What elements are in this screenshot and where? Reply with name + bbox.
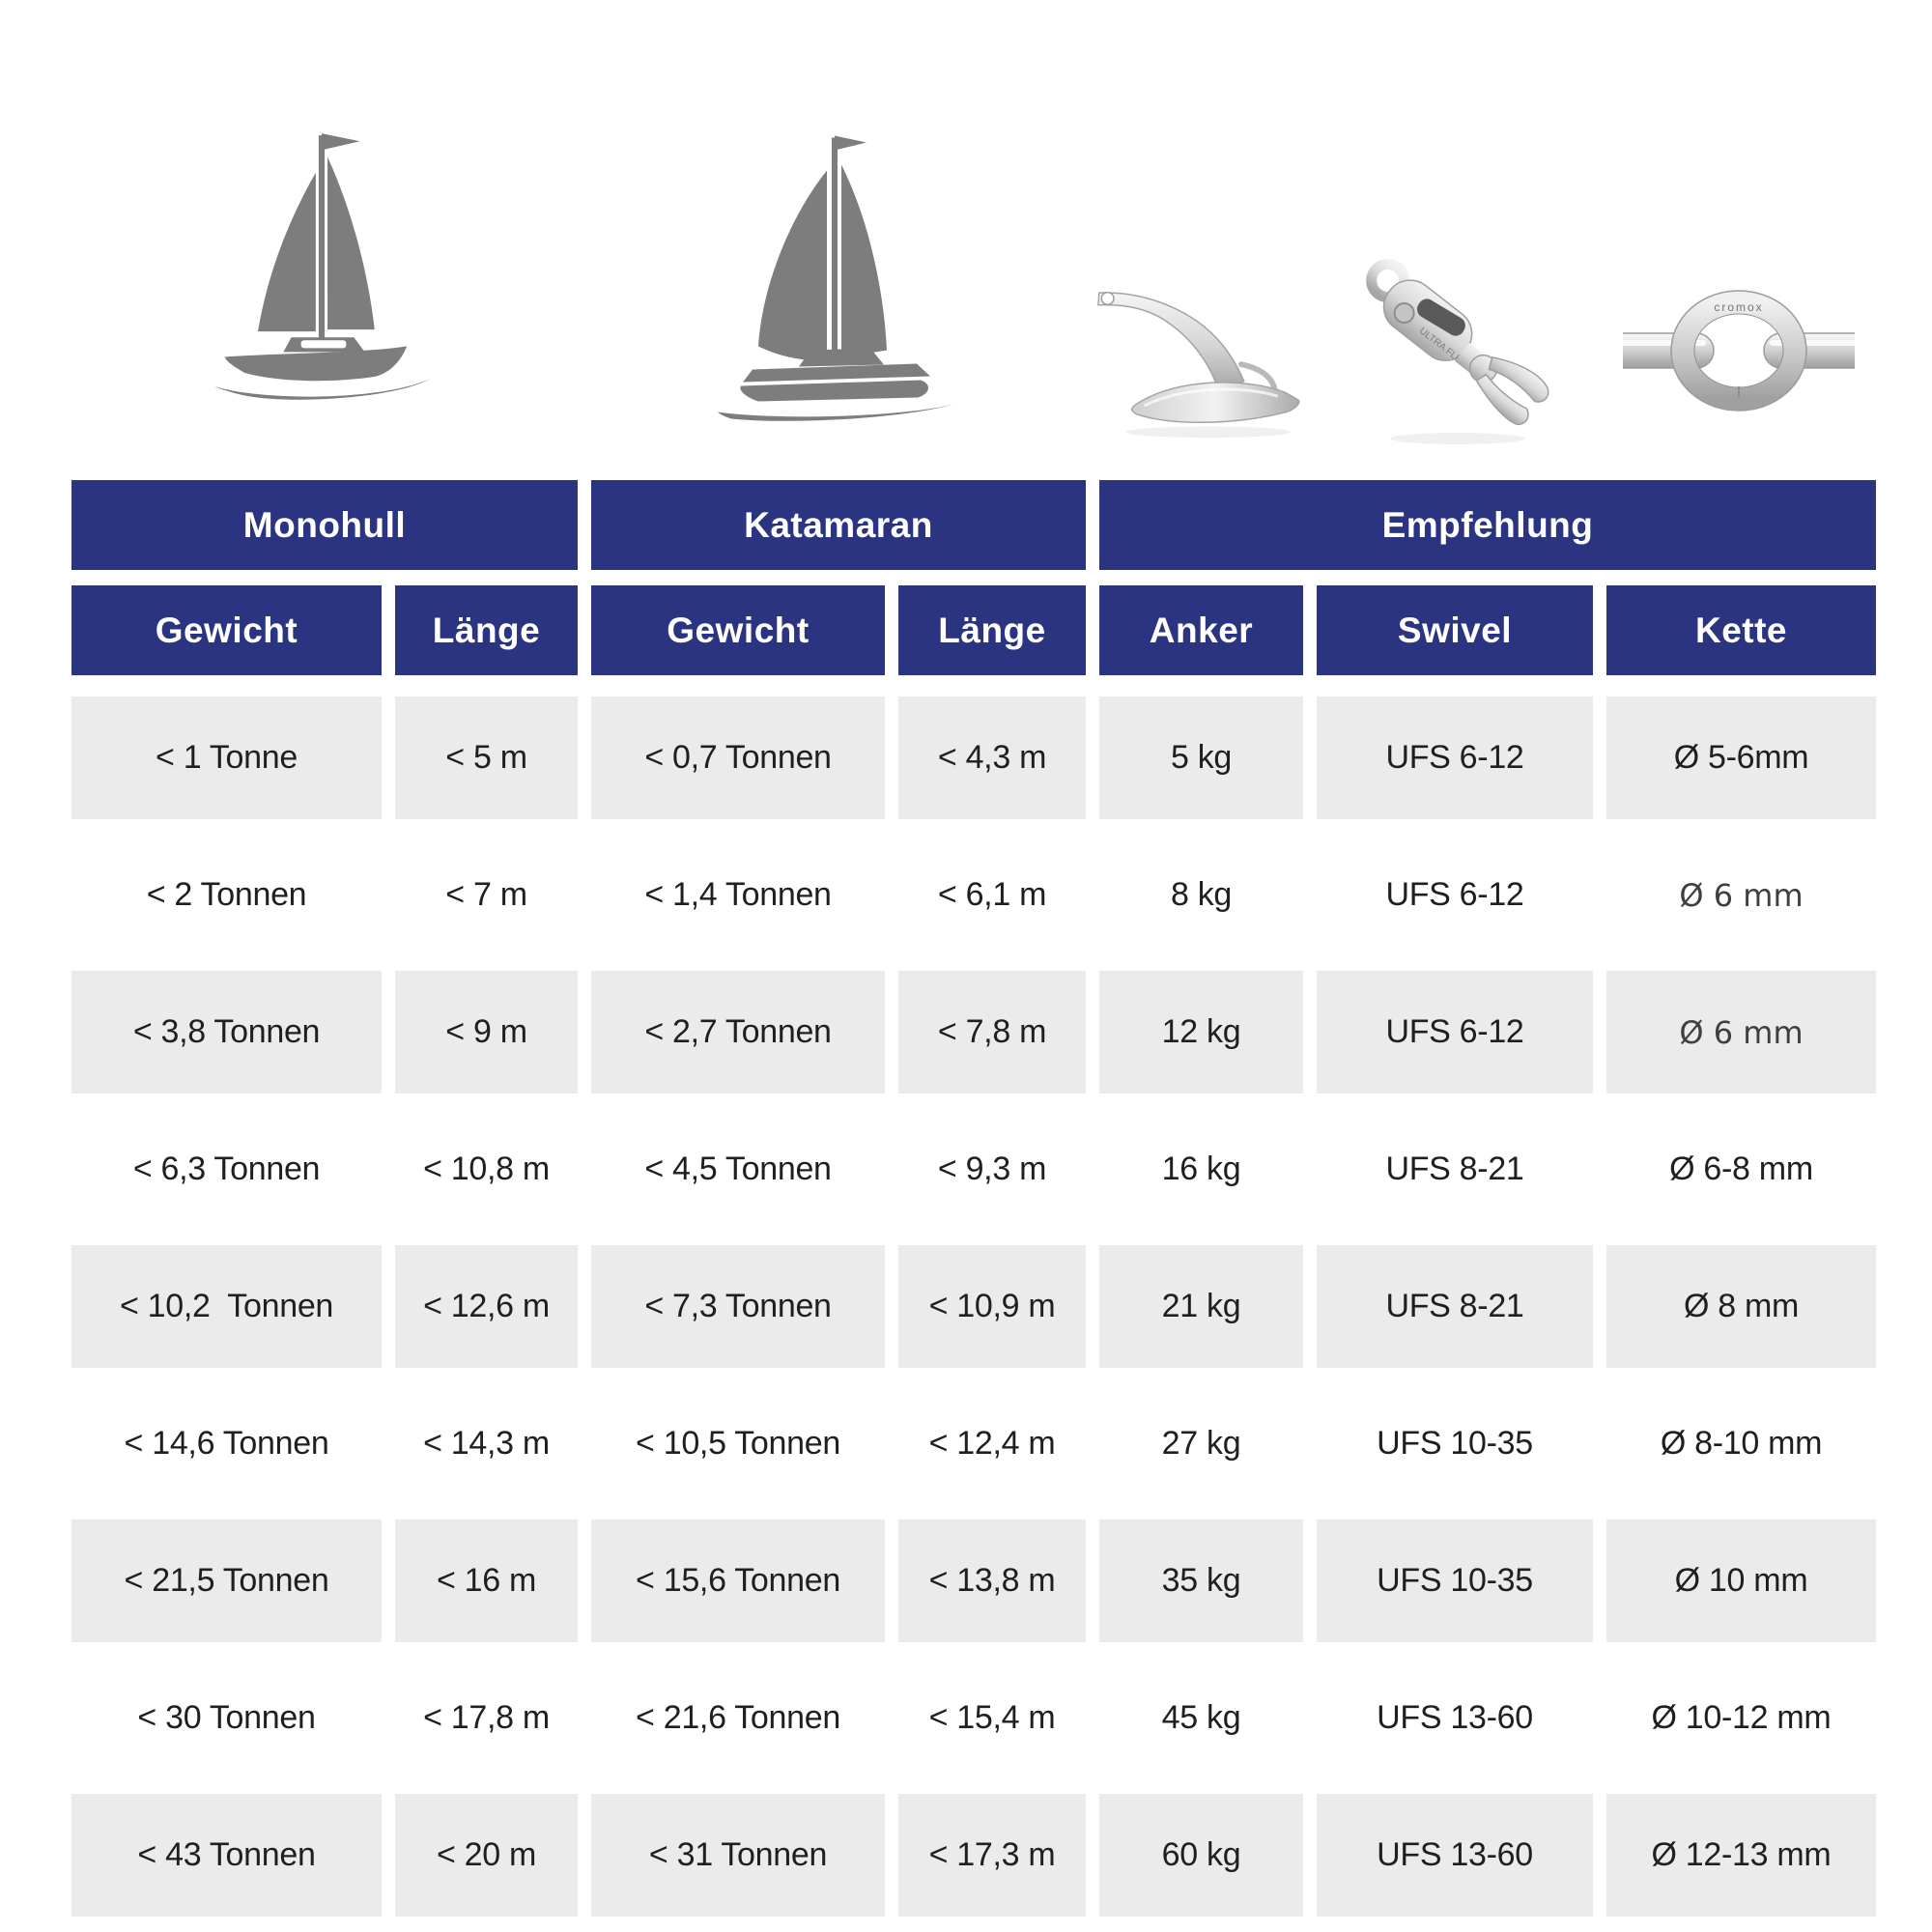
catamaran-icon	[698, 128, 979, 465]
table-cell: < 10,9 m	[898, 1245, 1086, 1368]
table-cell: UFS 6-12	[1317, 971, 1593, 1094]
table-cell: UFS 6-12	[1385, 876, 1524, 913]
anchor-icon	[1088, 263, 1314, 441]
table-cell: Ø 10 mm	[1606, 1520, 1876, 1642]
table-cell: Ø 8-10 mm	[1660, 1425, 1823, 1462]
table-cell: < 15,6 Tonnen	[591, 1520, 885, 1642]
table-cell: < 7 m	[445, 876, 527, 913]
table-cell: < 12,6 m	[395, 1245, 578, 1368]
table-cell: < 16 m	[395, 1520, 578, 1642]
table-cell: 35 kg	[1099, 1520, 1303, 1642]
table-cell: < 6,3 Tonnen	[132, 1151, 321, 1187]
table-cell: 5 kg	[1099, 696, 1303, 819]
table-cell: 8 kg	[1170, 876, 1233, 913]
table-cell: < 3,8 Tonnen	[71, 971, 382, 1094]
table-cell: < 10,5 Tonnen	[636, 1425, 840, 1462]
table-cell: < 10,2 Tonnen	[71, 1245, 382, 1368]
col-header-kette: Kette	[1606, 585, 1876, 675]
table-cell: < 2,7 Tonnen	[591, 971, 885, 1094]
table-cell: < 13,8 m	[898, 1520, 1086, 1642]
icon-strip: ULTRA FLIP SWIVEL	[0, 0, 1932, 480]
col-header-swivel: Swivel	[1317, 585, 1593, 675]
table-cell: UFS 8-21	[1385, 1151, 1524, 1187]
table-cell: 21 kg	[1099, 1245, 1303, 1368]
table-cell: < 4,3 m	[898, 696, 1086, 819]
table-cell: < 43 Tonnen	[71, 1794, 382, 1917]
col-header-gewicht-katamaran: Gewicht	[591, 585, 885, 675]
table-cell: < 17,8 m	[423, 1699, 550, 1736]
table-cell: 16 kg	[1161, 1151, 1241, 1187]
table-cell: < 14,6 Tonnen	[124, 1425, 329, 1462]
table-cell: < 31 Tonnen	[591, 1794, 885, 1917]
table-cell: 27 kg	[1161, 1425, 1241, 1462]
table-cell: < 30 Tonnen	[137, 1699, 316, 1736]
table-cell: UFS 13-60	[1377, 1699, 1533, 1736]
group-header-katamaran: Katamaran	[591, 480, 1086, 570]
table-cell: 60 kg	[1099, 1794, 1303, 1917]
table-cell: < 14,3 m	[423, 1425, 550, 1462]
table-cell: Ø 6 mm	[1606, 971, 1876, 1094]
table-cell: Ø 8 mm	[1606, 1245, 1876, 1368]
table-cell: UFS 10-35	[1317, 1520, 1593, 1642]
table-cell: < 0,7 Tonnen	[591, 696, 885, 819]
table-cell: < 7,3 Tonnen	[591, 1245, 885, 1368]
table-cell: UFS 13-60	[1317, 1794, 1593, 1917]
table-cell: Ø 6-8 mm	[1669, 1151, 1813, 1187]
table-cell: < 1,4 Tonnen	[644, 876, 832, 913]
sailboat-icon	[194, 124, 455, 457]
table-cell: < 21,6 Tonnen	[636, 1699, 840, 1736]
group-header-monohull: Monohull	[71, 480, 578, 570]
table-cell: 12 kg	[1099, 971, 1303, 1094]
col-header-laenge-katamaran: Länge	[898, 585, 1086, 675]
table-cell: < 5 m	[395, 696, 578, 819]
col-header-gewicht-monohull: Gewicht	[71, 585, 382, 675]
table-cell: < 17,3 m	[898, 1794, 1086, 1917]
table-cell: UFS 6-12	[1317, 696, 1593, 819]
table-cell: < 1 Tonne	[71, 696, 382, 819]
table-cell: < 21,5 Tonnen	[71, 1520, 382, 1642]
table-cell: < 6,1 m	[937, 876, 1047, 913]
table-cell: 45 kg	[1161, 1699, 1241, 1736]
table-cell: Ø 12-13 mm	[1606, 1794, 1876, 1917]
table-cell: < 4,5 Tonnen	[644, 1151, 832, 1187]
column-header-row: Gewicht Länge Gewicht Länge Anker Swivel…	[71, 585, 1876, 675]
table-cell: < 9 m	[395, 971, 578, 1094]
chain-engraving-text: cromox	[1714, 300, 1763, 314]
table-cell: < 15,4 m	[928, 1699, 1056, 1736]
col-header-laenge-monohull: Länge	[395, 585, 578, 675]
table-cell: Ø 6 mm	[1679, 876, 1804, 914]
table-cell: UFS 10-35	[1377, 1425, 1533, 1462]
recommendation-table: Monohull Katamaran Empfehlung Gewicht Lä…	[71, 480, 1876, 1917]
chain-icon: cromox	[1623, 278, 1855, 423]
group-header-empfehlung: Empfehlung	[1099, 480, 1876, 570]
table-cell: Ø 10-12 mm	[1651, 1699, 1832, 1736]
swivel-icon: ULTRA FLIP SWIVEL	[1337, 234, 1569, 456]
table-cell: < 2 Tonnen	[146, 876, 307, 913]
table-cell: < 20 m	[395, 1794, 578, 1917]
col-header-anker: Anker	[1099, 585, 1303, 675]
table-cell: UFS 8-21	[1317, 1245, 1593, 1368]
table-cell: Ø 5-6mm	[1606, 696, 1876, 819]
table-cell: < 10,8 m	[423, 1151, 550, 1187]
table-cell: < 12,4 m	[928, 1425, 1056, 1462]
table-cell: < 9,3 m	[937, 1151, 1047, 1187]
group-header-row: Monohull Katamaran Empfehlung	[71, 480, 1876, 570]
table-cell: < 7,8 m	[898, 971, 1086, 1094]
